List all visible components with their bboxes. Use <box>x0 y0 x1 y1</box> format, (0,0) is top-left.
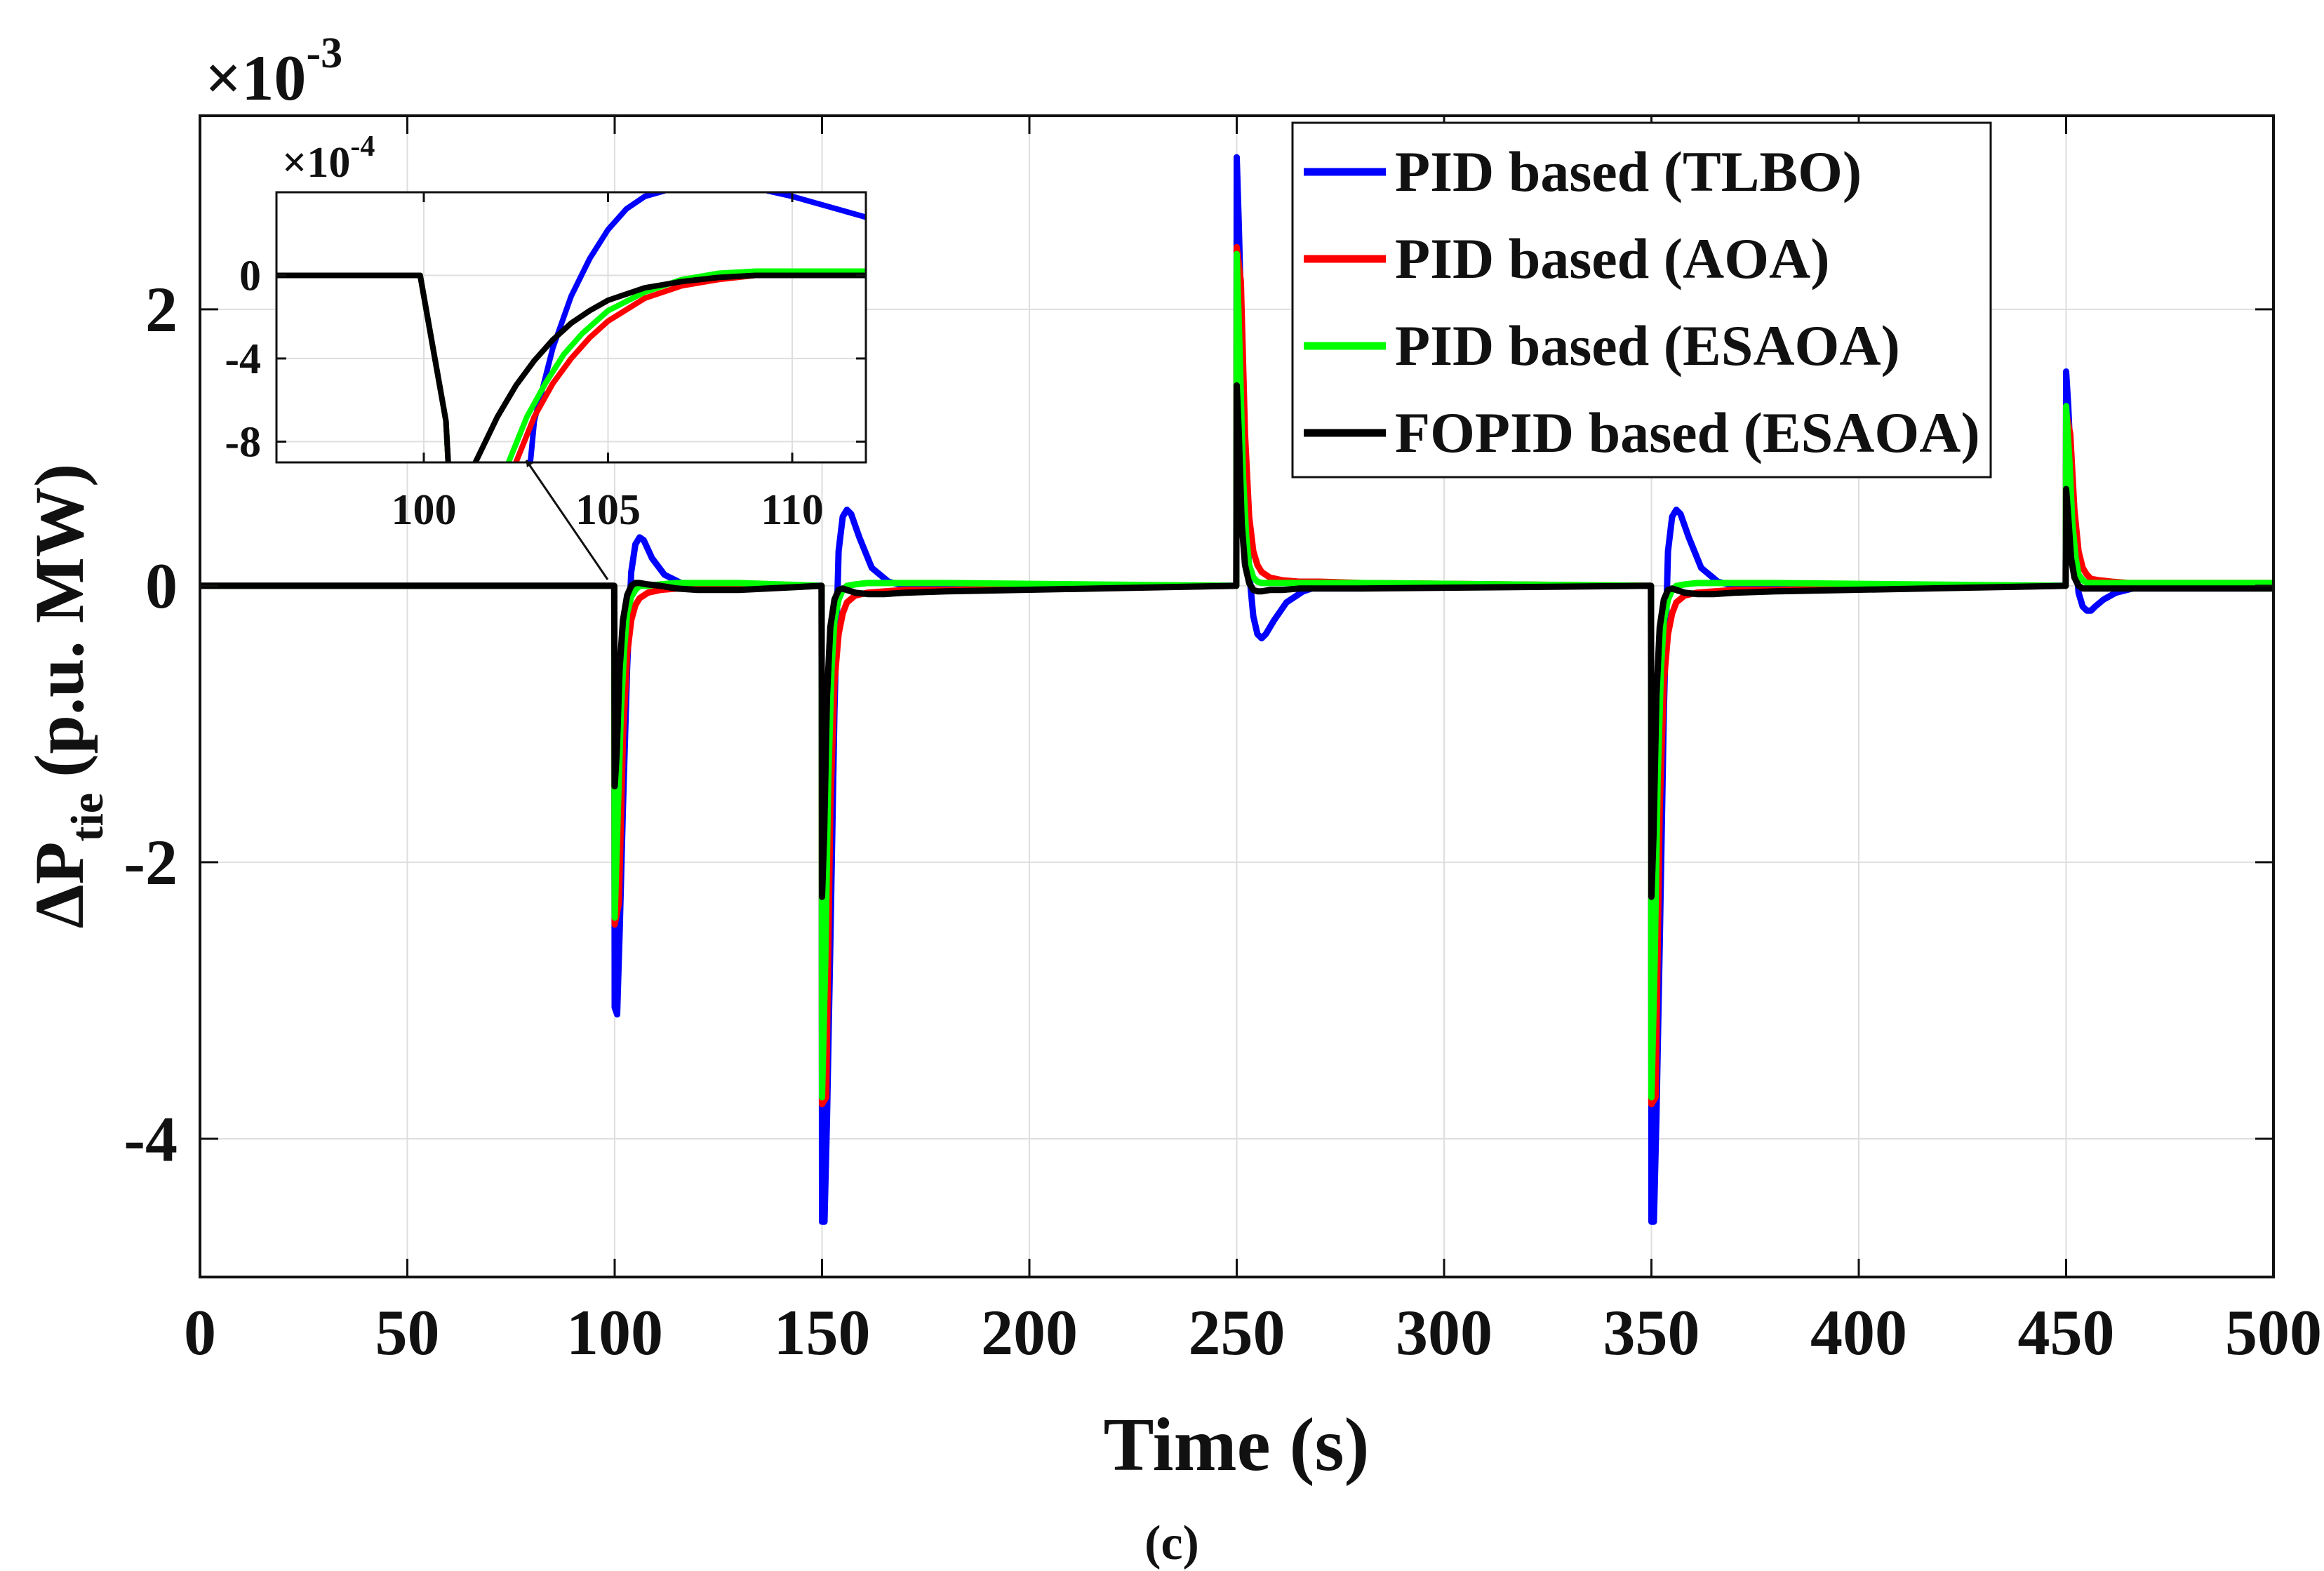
legend-label-esaoa: PID based (ESAOA) <box>1395 314 1900 377</box>
main-y-exponent-power: -3 <box>306 29 342 77</box>
main-y-tick-label: 0 <box>145 550 178 622</box>
legend-label-aoa: PID based (AOA) <box>1395 227 1830 290</box>
main-x-tick-label: 50 <box>375 1297 440 1368</box>
main-series-line-3 <box>200 250 2273 1101</box>
inset-axes: 100 105 110 -8-40 ×10-4 <box>225 131 867 534</box>
main-y-exponent-base: ×10 <box>205 42 306 114</box>
main-x-tick-label: 0 <box>184 1297 216 1368</box>
zoom-arrow <box>525 460 609 580</box>
inset-series-group <box>276 192 866 462</box>
main-y-tick-labels: -4 -2 0 2 <box>123 274 178 1175</box>
main-x-tick-label: 450 <box>2018 1297 2115 1368</box>
main-x-tick-label: 200 <box>981 1297 1078 1368</box>
main-x-tick-label: 500 <box>2225 1297 2322 1368</box>
y-axis-label: ΔPtie (p.u. MW) <box>20 464 113 929</box>
inset-y-exponent: ×10-4 <box>282 131 375 187</box>
legend-box <box>1291 121 1992 479</box>
main-y-exponent: ×10-3 <box>205 29 342 114</box>
inset-y-tick-label: -8 <box>225 418 261 466</box>
inset-y-tick-label: -4 <box>225 335 261 383</box>
inset-x-tick-label: 105 <box>575 486 641 534</box>
legend-label-tlbo: PID based (TLBO) <box>1395 140 1862 203</box>
main-series-line-4 <box>200 382 2273 900</box>
inset-axes-box <box>275 191 867 464</box>
inset-y-tick-labels: -8 -4 0 <box>225 253 261 467</box>
legend: PID based (TLBO) PID based (AOA) PID bas… <box>1291 121 1992 479</box>
inset-y-exponent-power: -4 <box>350 131 375 163</box>
inset-ticks <box>276 192 866 462</box>
main-x-tick-labels: 0 50 100 150 200 250 300 350 400 450 500 <box>184 1297 2322 1368</box>
main-x-tick-label: 400 <box>1810 1297 1907 1368</box>
main-x-tick-label: 150 <box>774 1297 871 1368</box>
inset-y-tick-label: 0 <box>239 253 261 300</box>
x-axis-label: Time (s) <box>1104 1403 1370 1487</box>
main-x-tick-label: 300 <box>1396 1297 1492 1368</box>
inset-x-tick-labels: 100 105 110 <box>392 486 824 534</box>
main-x-tick-label: 350 <box>1603 1297 1700 1368</box>
inset-plot-area <box>276 192 866 462</box>
y-axis-label-units: (p.u. MW) <box>20 464 98 777</box>
main-y-tick-label: -4 <box>123 1103 178 1175</box>
y-axis-label-subscript: tie <box>62 793 113 842</box>
inset-series-line-4 <box>276 272 866 462</box>
figure-caption: (c) <box>1144 1516 1199 1570</box>
inset-y-exponent-base: ×10 <box>282 139 350 187</box>
legend-label-fopid: FOPID based (ESAOA) <box>1395 401 1980 464</box>
inset-x-tick-label: 100 <box>392 486 457 534</box>
main-x-tick-label: 250 <box>1189 1297 1285 1368</box>
main-x-tick-label: 100 <box>566 1297 663 1368</box>
main-series-group <box>200 154 2273 1225</box>
y-axis-label-main: ΔP <box>20 842 98 929</box>
main-y-tick-label: 2 <box>145 274 178 345</box>
main-y-tick-label: -2 <box>123 827 178 898</box>
inset-x-tick-label: 110 <box>761 486 824 534</box>
